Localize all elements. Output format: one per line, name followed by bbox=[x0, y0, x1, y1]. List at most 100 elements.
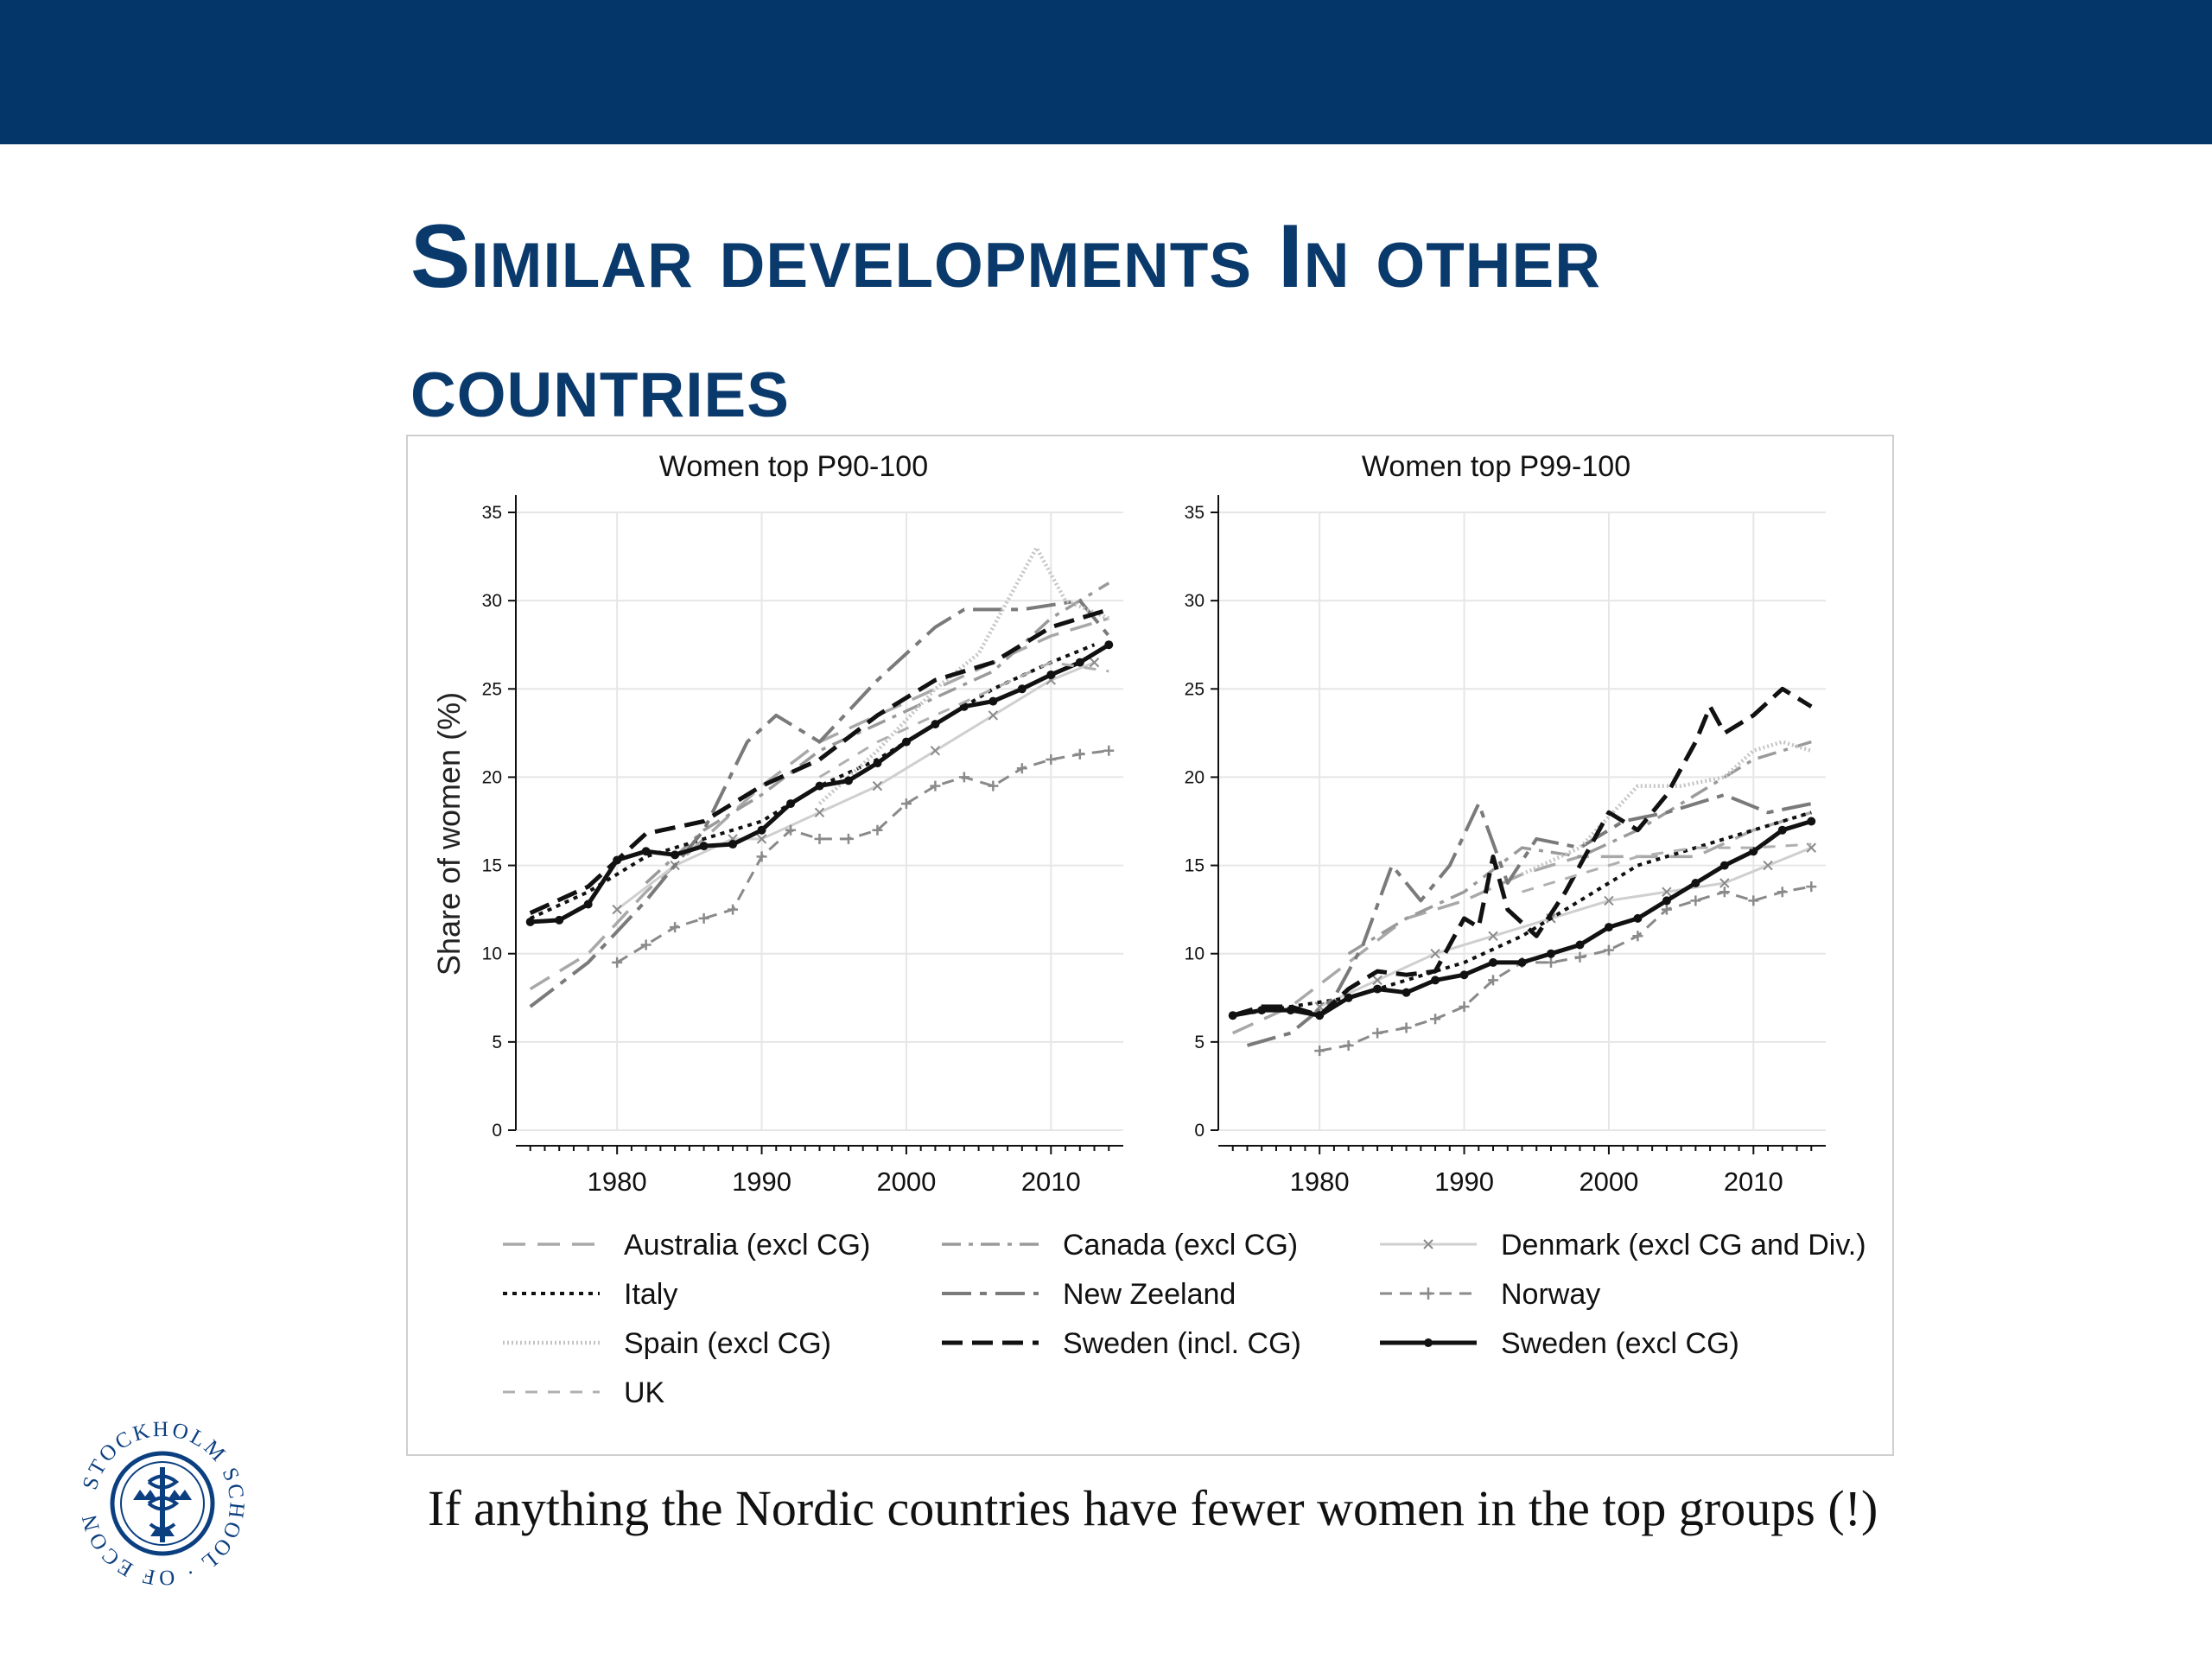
y-tick-label: 30 bbox=[1185, 591, 1205, 611]
data-point-sweden-excl-cg bbox=[1633, 913, 1643, 923]
data-point-norway bbox=[1103, 745, 1115, 756]
data-point-norway bbox=[1046, 754, 1057, 765]
data-point-norway bbox=[1806, 881, 1817, 893]
legend-label-spain-excl-cg: Spain (excl CG) bbox=[624, 1327, 831, 1360]
data-point-sweden-excl-cg bbox=[1344, 993, 1353, 1002]
series-line-new-zeeland bbox=[1246, 792, 1812, 1047]
legend-label-sweden-incl-cg: Sweden (incl. CG) bbox=[1063, 1327, 1301, 1360]
data-point-norway bbox=[728, 904, 739, 915]
legend-label-australia-excl-cg: Australia (excl CG) bbox=[624, 1229, 870, 1262]
data-point-norway bbox=[1748, 895, 1759, 906]
data-point-denmark-excl-cg-and-div bbox=[1662, 887, 1672, 897]
data-point-sweden-excl-cg bbox=[1046, 670, 1056, 679]
data-point-sweden-excl-cg bbox=[1489, 957, 1498, 967]
data-point-sweden-excl-cg bbox=[757, 825, 766, 835]
data-point-norway bbox=[756, 851, 767, 862]
data-point-sweden-excl-cg bbox=[728, 840, 738, 849]
y-tick-label: 0 bbox=[492, 1121, 502, 1141]
slide-title: Similar developments In other countries bbox=[410, 207, 1601, 436]
data-point-denmark-excl-cg-and-div bbox=[1604, 895, 1614, 906]
data-point-norway bbox=[900, 798, 912, 810]
y-tick-label: 5 bbox=[1194, 1033, 1205, 1052]
data-point-sweden-excl-cg bbox=[699, 842, 709, 851]
data-point-denmark-excl-cg-and-div bbox=[612, 904, 622, 915]
legend-label-uk: UK bbox=[624, 1376, 665, 1409]
data-point-sweden-excl-cg bbox=[1431, 976, 1440, 985]
series-line-sweden-incl-cg bbox=[1231, 686, 1813, 1018]
y-tick-label: 15 bbox=[1185, 856, 1205, 876]
y-tick-label: 10 bbox=[1185, 944, 1205, 964]
chart-title: Women top P90-100 bbox=[659, 450, 928, 483]
data-point-sweden-excl-cg bbox=[641, 847, 651, 856]
data-point-norway bbox=[1661, 904, 1672, 915]
data-point-sweden-excl-cg bbox=[1228, 1011, 1237, 1020]
data-point-denmark-excl-cg-and-div bbox=[1488, 931, 1498, 941]
series-line-canada-excl-cg bbox=[1347, 740, 1812, 956]
legend-label-canada-excl-cg: Canada (excl CG) bbox=[1063, 1229, 1298, 1262]
data-point-sweden-excl-cg bbox=[786, 799, 796, 809]
chart-panel-1: Women top P90-100 0 5 10 15 20 25 30 35 1980 1990 2… bbox=[482, 450, 1123, 1197]
data-point-sweden-excl-cg bbox=[1575, 940, 1585, 950]
y-tick-label: 20 bbox=[1185, 767, 1205, 787]
data-point-norway bbox=[1632, 931, 1643, 942]
series-line-canada-excl-cg bbox=[645, 582, 1110, 885]
data-point-denmark-excl-cg-and-div bbox=[1719, 878, 1730, 888]
slide-caption: If anything the Nordic countries have fe… bbox=[428, 1480, 1878, 1536]
y-tick-label: 30 bbox=[482, 591, 502, 611]
data-point-norway bbox=[1343, 1039, 1354, 1051]
data-point-sweden-excl-cg bbox=[613, 855, 622, 865]
data-point-sweden-excl-cg bbox=[988, 696, 998, 706]
y-axis-label: Share of women (%) bbox=[431, 692, 467, 976]
data-point-sweden-excl-cg bbox=[1807, 817, 1816, 826]
data-point-sweden-excl-cg bbox=[1075, 658, 1084, 667]
legend-label-denmark-excl-cg-and-div: Denmark (excl CG and Div.) bbox=[1501, 1229, 1866, 1262]
series-line-norway bbox=[616, 749, 1109, 964]
legend-marker-sweden-excl-cg bbox=[1424, 1338, 1433, 1347]
series-line-uk bbox=[818, 661, 1109, 779]
data-point-denmark-excl-cg-and-div bbox=[1089, 657, 1100, 668]
data-point-norway bbox=[958, 772, 969, 783]
data-point-norway bbox=[1603, 944, 1614, 956]
data-point-sweden-excl-cg bbox=[1286, 1006, 1295, 1015]
series-line-norway bbox=[1319, 885, 1812, 1052]
data-point-sweden-excl-cg bbox=[1691, 879, 1700, 887]
data-point-denmark-excl-cg-and-div bbox=[756, 834, 767, 844]
data-point-norway bbox=[1430, 1014, 1441, 1025]
legend-marker-denmark-excl-cg-and-div bbox=[1423, 1239, 1433, 1249]
data-point-sweden-excl-cg bbox=[843, 776, 853, 785]
data-point-denmark-excl-cg-and-div bbox=[1763, 860, 1773, 871]
data-point-norway bbox=[1314, 1046, 1325, 1057]
data-point-sweden-excl-cg bbox=[1777, 825, 1787, 835]
data-point-norway bbox=[1016, 763, 1027, 774]
series-line-uk bbox=[1522, 842, 1812, 893]
y-tick-label: 10 bbox=[482, 944, 502, 964]
x-tick-label: 2000 bbox=[1579, 1166, 1638, 1197]
series-line-denmark-excl-cg-and-div bbox=[616, 661, 1096, 911]
data-point-sweden-excl-cg bbox=[671, 850, 680, 860]
legend-marker-norway bbox=[1422, 1287, 1434, 1300]
data-point-norway bbox=[670, 922, 681, 933]
data-point-norway bbox=[1074, 748, 1085, 760]
data-point-sweden-excl-cg bbox=[1104, 640, 1114, 650]
series-line-spain-excl-cg bbox=[1521, 740, 1812, 876]
y-tick-label: 15 bbox=[482, 856, 502, 876]
data-point-norway bbox=[872, 824, 883, 836]
data-point-sweden-excl-cg bbox=[1604, 923, 1613, 932]
data-point-sweden-excl-cg bbox=[555, 915, 564, 925]
data-point-denmark-excl-cg-and-div bbox=[930, 746, 941, 756]
y-tick-label: 25 bbox=[1185, 679, 1205, 699]
x-tick-label: 1990 bbox=[1434, 1166, 1494, 1197]
data-point-sweden-excl-cg bbox=[1257, 1006, 1267, 1015]
x-tick-label: 2010 bbox=[1021, 1166, 1081, 1197]
data-point-sweden-excl-cg bbox=[525, 917, 535, 926]
logo-text: STOCKHOLM SCHOOL OF ECONOMICS bbox=[249, 1417, 250, 1418]
series-line-new-zeeland bbox=[529, 599, 1110, 1008]
data-point-norway bbox=[842, 833, 854, 844]
data-point-norway bbox=[612, 957, 623, 968]
legend: Australia (excl CG) Canada (excl CG) Denma… bbox=[503, 1229, 1866, 1409]
data-point-sweden-excl-cg bbox=[931, 720, 940, 729]
data-point-sweden-excl-cg bbox=[1315, 1011, 1325, 1020]
x-tick-label: 1980 bbox=[1290, 1166, 1350, 1197]
y-tick-label: 35 bbox=[1185, 503, 1205, 523]
x-tick-label: 2010 bbox=[1724, 1166, 1783, 1197]
